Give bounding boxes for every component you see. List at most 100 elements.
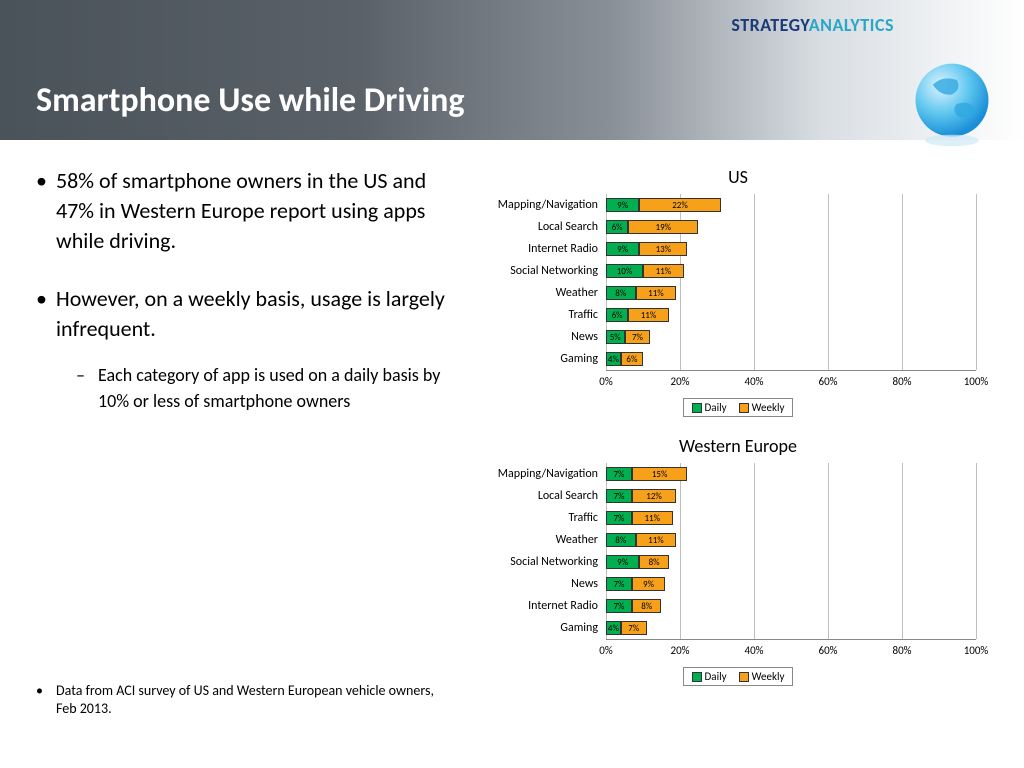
footnote-text: Data from ACI survey of US and Western E… [56, 682, 456, 718]
x-tick-label: 60% [818, 644, 837, 657]
row-label: News [472, 330, 602, 344]
gridline [976, 194, 977, 370]
bullet-item: • 58% of smartphone owners in the US and… [36, 166, 456, 256]
bullet-marker: • [36, 166, 56, 256]
x-tick-label: 100% [964, 375, 989, 388]
chart-block: US Mapping/Navigation9%22%Local Search6%1… [476, 166, 1000, 417]
bar-wrap: 6%19% [606, 220, 698, 234]
brand-part1: STRATEGY [731, 14, 808, 36]
x-tick-label: 40% [744, 644, 763, 657]
bar-segment-daily: 7% [606, 489, 632, 503]
bar-segment-daily: 7% [606, 467, 632, 481]
bar-segment-weekly: 7% [621, 621, 647, 635]
row-label: News [472, 577, 602, 591]
bar-wrap: 7%8% [606, 599, 661, 613]
globe-icon [904, 56, 1000, 152]
chart-row: Social Networking10%11% [606, 260, 976, 282]
bar-wrap: 9%13% [606, 242, 687, 256]
chart-title: US [476, 166, 1000, 188]
bar-segment-weekly: 13% [639, 242, 687, 256]
bar-segment-daily: 4% [606, 352, 621, 366]
chart-title: Western Europe [476, 435, 1000, 457]
row-label: Mapping/Navigation [472, 467, 602, 481]
row-label: Internet Radio [472, 599, 602, 613]
legend-item-weekly: Weekly [739, 401, 785, 414]
chart-row: News7%9% [606, 573, 976, 595]
bullet-item: • However, on a weekly basis, usage is l… [36, 284, 456, 344]
x-tick-label: 80% [892, 375, 911, 388]
gridline [976, 463, 977, 639]
bar-segment-weekly: 11% [632, 511, 673, 525]
bar-segment-daily: 8% [606, 533, 636, 547]
chart-plot: Mapping/Navigation9%22%Local Search6%19%… [606, 194, 976, 370]
brand-part2: ANALYTICS [809, 14, 894, 36]
bar-segment-weekly: 11% [636, 286, 677, 300]
bar-segment-weekly: 11% [643, 264, 684, 278]
x-tick-label: 20% [670, 644, 689, 657]
bar-wrap: 7%15% [606, 467, 687, 481]
legend-swatch-daily [692, 403, 702, 413]
chart-block: Western EuropeMapping/Navigation7%15%Loc… [476, 435, 1000, 686]
bar-wrap: 7%9% [606, 577, 665, 591]
footnote-marker: • [36, 682, 56, 718]
x-tick-label: 40% [744, 375, 763, 388]
bar-segment-weekly: 6% [621, 352, 643, 366]
chart-row: Local Search6%19% [606, 216, 976, 238]
legend-item-weekly: Weekly [739, 670, 785, 683]
x-tick-label: 60% [818, 375, 837, 388]
chart-row: Mapping/Navigation9%22% [606, 194, 976, 216]
row-label: Weather [472, 533, 602, 547]
sub-bullet-marker: – [76, 362, 98, 414]
chart-plot: Mapping/Navigation7%15%Local Search7%12%… [606, 463, 976, 639]
bar-wrap: 4%6% [606, 352, 643, 366]
chart-row: Traffic6%11% [606, 304, 976, 326]
bar-wrap: 7%11% [606, 511, 673, 525]
row-label: Traffic [472, 308, 602, 322]
chart-row: Social Networking9%8% [606, 551, 976, 573]
chart-row: Gaming4%6% [606, 348, 976, 370]
bar-segment-daily: 9% [606, 555, 639, 569]
sub-bullet-item: – Each category of app is used on a dail… [76, 362, 456, 414]
bar-segment-daily: 7% [606, 599, 632, 613]
charts-column: US Mapping/Navigation9%22%Local Search6%1… [476, 166, 1024, 704]
bar-segment-daily: 7% [606, 511, 632, 525]
bar-segment-weekly: 8% [639, 555, 669, 569]
sub-bullet-text: Each category of app is used on a daily … [98, 362, 456, 414]
bar-segment-daily: 4% [606, 621, 621, 635]
legend-swatch-weekly [739, 672, 749, 682]
bar-wrap: 9%8% [606, 555, 669, 569]
bar-segment-daily: 8% [606, 286, 636, 300]
bar-segment-daily: 7% [606, 577, 632, 591]
x-tick-label: 0% [599, 644, 612, 657]
legend-swatch-weekly [739, 403, 749, 413]
bar-wrap: 7%12% [606, 489, 676, 503]
bar-segment-daily: 9% [606, 198, 639, 212]
footnote: • Data from ACI survey of US and Western… [36, 682, 456, 718]
bar-segment-weekly: 11% [636, 533, 677, 547]
row-label: Internet Radio [472, 242, 602, 256]
bullet-marker: • [36, 284, 56, 344]
row-label: Local Search [472, 220, 602, 234]
row-label: Gaming [472, 352, 602, 366]
x-tick-label: 20% [670, 375, 689, 388]
bullet-text: However, on a weekly basis, usage is lar… [56, 284, 456, 344]
bar-segment-daily: 9% [606, 242, 639, 256]
chart-row: Local Search7%12% [606, 485, 976, 507]
row-label: Social Networking [472, 264, 602, 278]
header-banner: STRATEGYANALYTICS Smartphone Use while D… [0, 0, 1024, 140]
bar-segment-daily: 6% [606, 220, 628, 234]
chart-row: Weather8%11% [606, 282, 976, 304]
bar-segment-weekly: 19% [628, 220, 698, 234]
bar-wrap: 4%7% [606, 621, 647, 635]
chart-row: Gaming4%7% [606, 617, 976, 639]
bar-segment-weekly: 12% [632, 489, 676, 503]
text-column: • 58% of smartphone owners in the US and… [36, 166, 476, 704]
row-label: Weather [472, 286, 602, 300]
x-axis: 0%20%40%60%80%100% [606, 639, 976, 663]
bar-segment-weekly: 7% [625, 330, 651, 344]
bar-segment-daily: 6% [606, 308, 628, 322]
row-label: Traffic [472, 511, 602, 525]
bar-segment-daily: 5% [606, 330, 625, 344]
x-tick-label: 0% [599, 375, 612, 388]
bar-wrap: 9%22% [606, 198, 721, 212]
